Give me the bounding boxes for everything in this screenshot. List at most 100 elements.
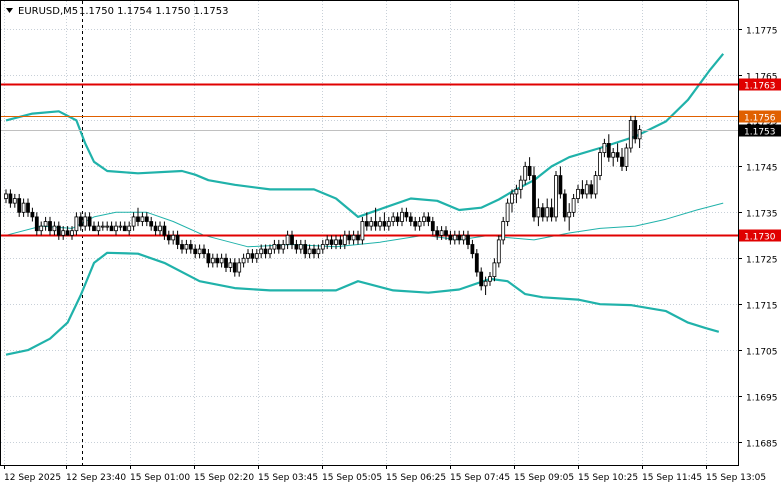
- candle-body: [584, 184, 589, 195]
- candle-body: [12, 198, 17, 204]
- candle-body: [127, 225, 132, 232]
- level-tag-bg: [739, 229, 781, 242]
- candle-body: [369, 221, 374, 227]
- current-price-tag-bg: [739, 124, 781, 137]
- candle-body: [483, 280, 488, 287]
- candle-body: [334, 239, 338, 245]
- candle-body: [567, 211, 572, 218]
- candle-body: [312, 248, 316, 255]
- candle-body: [435, 230, 440, 236]
- candle-body: [166, 234, 171, 241]
- candle-body: [39, 225, 44, 232]
- candle-body: [532, 175, 536, 218]
- level-tag-label: 1.1763: [744, 82, 776, 92]
- candle-body: [56, 225, 61, 236]
- bollinger-lower-line: [5, 251, 720, 356]
- candle-body: [250, 253, 255, 259]
- candle-body: [474, 253, 479, 273]
- candle-body: [241, 257, 246, 264]
- current-price-tag-label: 1.1753: [744, 128, 776, 138]
- price-tags: 1.1763 1.1756 1.1730 1.1753: [739, 78, 781, 243]
- candle-body: [536, 207, 541, 218]
- candle-body: [118, 225, 123, 228]
- candle-body: [540, 207, 545, 218]
- candle-body: [360, 221, 365, 241]
- x-tick-label: 15 Sep 03:45: [258, 473, 318, 483]
- candle-body: [527, 165, 532, 176]
- candle-body: [488, 276, 492, 282]
- x-tick-label: 15 Sep 10:25: [578, 473, 638, 483]
- candle-body: [518, 179, 523, 190]
- bollinger-middle-line: [5, 202, 724, 248]
- candle-body: [184, 244, 189, 250]
- candle-body: [320, 244, 325, 250]
- triangle-down-icon[interactable]: [6, 8, 13, 13]
- candle-body: [611, 152, 616, 158]
- time-axis: 12 Sep 2025 12 Sep 23:40 15 Sep 01:00 15 Se…: [4, 465, 766, 483]
- y-tick-label: 1.1705: [746, 348, 778, 358]
- x-tick-label: 15 Sep 09:05: [514, 473, 574, 483]
- candle-body: [232, 262, 237, 273]
- candle-body: [452, 234, 457, 241]
- candle-body: [413, 221, 418, 227]
- y-tick-label: 1.1715: [746, 302, 778, 312]
- candle-body: [61, 230, 66, 236]
- candle-body: [479, 271, 484, 287]
- candle-body: [188, 244, 193, 250]
- candle-body: [219, 257, 224, 264]
- candle-body: [417, 221, 422, 227]
- symbol-label: EURUSD,M5: [18, 6, 78, 17]
- candle-body: [43, 221, 48, 227]
- candle-body: [268, 248, 272, 255]
- candle-body: [395, 216, 400, 222]
- candle-body: [620, 156, 624, 167]
- candle-body: [298, 244, 303, 250]
- candle-body: [4, 193, 8, 199]
- candle-body: [276, 244, 281, 250]
- candle-body: [136, 216, 140, 222]
- candle-body: [510, 193, 514, 204]
- candle-body: [589, 184, 594, 195]
- candle-body: [105, 225, 110, 228]
- candle-body: [549, 207, 554, 218]
- candle-body: [175, 234, 180, 245]
- candle-body: [554, 175, 558, 218]
- candle-body: [246, 253, 250, 259]
- candle-body: [404, 211, 409, 218]
- candle-body: [364, 221, 369, 227]
- x-tick-label: 15 Sep 02:20: [194, 473, 254, 483]
- candle-body: [122, 225, 127, 232]
- candle-body: [65, 230, 70, 236]
- candle-body: [109, 225, 114, 232]
- candle-body: [466, 234, 470, 245]
- candle-body: [197, 248, 202, 255]
- candle-body: [444, 230, 448, 236]
- candle-body: [100, 225, 105, 228]
- candle-body: [48, 221, 52, 232]
- candle-body: [457, 234, 462, 241]
- candle-body: [356, 234, 360, 241]
- candle-body: [70, 230, 74, 236]
- candle-body: [17, 198, 22, 213]
- level-tag-bg: [739, 78, 781, 91]
- candle-body: [149, 221, 154, 227]
- candle-body: [523, 165, 528, 181]
- y-tick-label: 1.1725: [746, 256, 778, 266]
- candle-body: [576, 188, 580, 199]
- candle-body: [382, 221, 387, 227]
- x-tick-label: 12 Sep 2025: [4, 473, 61, 483]
- level-tag-label: 1.1756: [744, 114, 776, 124]
- candle-body: [558, 175, 563, 195]
- candle-body: [628, 120, 633, 149]
- candle-body: [598, 152, 602, 176]
- bollinger-bands: [5, 53, 725, 356]
- x-tick-label: 15 Sep 07:45: [450, 473, 510, 483]
- candle-body: [329, 239, 334, 245]
- x-tick-label: 15 Sep 13:05: [706, 473, 766, 483]
- candle-body: [637, 129, 642, 140]
- level-tag-label: 1.1730: [744, 233, 776, 243]
- candle-body: [571, 198, 576, 213]
- candle-body: [545, 207, 550, 218]
